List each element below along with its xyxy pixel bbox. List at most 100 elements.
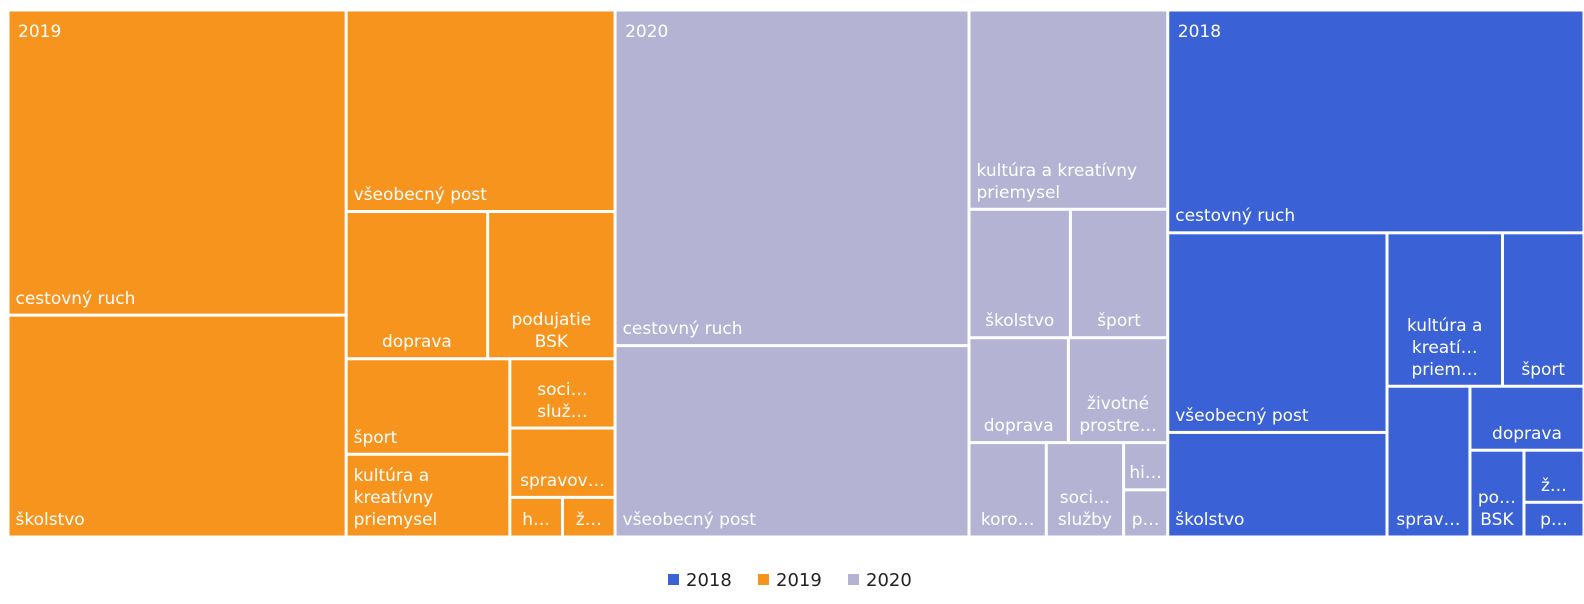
tile-label-box: kultúra a kreatívny priemysel	[976, 160, 1138, 203]
tile-label-box: po… BSK	[1477, 488, 1517, 531]
group-label: 2020	[625, 22, 668, 42]
tile-label-box: doprava	[1492, 423, 1562, 444]
tile-label: soci… služby	[1057, 488, 1112, 531]
tile	[563, 498, 614, 536]
tile-label: kultúra a kreatívny priemysel	[353, 466, 438, 531]
legend-label: 2019	[776, 570, 822, 591]
group-label: 2019	[18, 22, 61, 42]
legend-label: 2020	[866, 570, 912, 591]
tile-label: podujatie BSK	[511, 310, 592, 353]
tile	[347, 455, 509, 536]
tile-label-box: h…	[522, 510, 551, 531]
tile-label: šport	[353, 427, 398, 448]
tile-label: spravov…	[520, 470, 605, 491]
tile-label-box: koro…	[980, 510, 1035, 531]
tile	[347, 11, 614, 210]
tile	[616, 11, 968, 345]
tile	[1388, 387, 1469, 536]
tile-label: po… BSK	[1477, 488, 1517, 531]
tile-label: všeobecný post	[353, 185, 487, 205]
tile-label-box: šport	[1521, 359, 1566, 380]
legend-swatch	[848, 574, 859, 585]
tile-label-box: soci… služby	[1057, 488, 1112, 531]
tile-label: cestovný ruch	[15, 288, 136, 309]
tile-label: soci… služ…	[537, 379, 588, 422]
tile-label-box: ž…	[1541, 475, 1567, 496]
legend-swatch	[758, 574, 769, 585]
tile-label-box: cestovný ruch	[1175, 206, 1296, 227]
tile-label: doprava	[1492, 423, 1562, 444]
tile-label-box: životné prostre…	[1079, 394, 1157, 437]
group-label: 2018	[1178, 22, 1221, 42]
tile-label: všeobecný post	[622, 510, 756, 531]
tile-label-box: p…	[1131, 510, 1160, 531]
tile-label: p…	[1131, 510, 1160, 531]
tile	[511, 498, 561, 536]
tile-label-box: ž…	[575, 510, 602, 531]
tile	[511, 360, 614, 427]
tile-label-box: všeobecný post	[1175, 405, 1309, 426]
tile-label: cestovný ruch	[622, 319, 743, 340]
tile-label-box: školstvo	[16, 510, 85, 530]
tile-label-box: hi…	[1129, 463, 1162, 483]
tile	[970, 210, 1069, 337]
tile	[1069, 339, 1167, 442]
tile-label: koro…	[980, 510, 1035, 531]
tile	[970, 339, 1067, 442]
tile-label-box: kultúra a kreatívny priemysel	[353, 466, 438, 531]
tile	[347, 360, 509, 453]
tile	[9, 11, 345, 314]
tile	[1125, 491, 1167, 536]
tile-label-box: šport	[353, 427, 398, 448]
tile-label-box: cestovný ruch	[622, 319, 743, 340]
tile-label-box: školstvo	[985, 311, 1055, 332]
legend-label: 2018	[686, 570, 732, 591]
tile	[1471, 451, 1523, 536]
tile-label: školstvo	[1175, 510, 1245, 531]
tile-label: h…	[522, 510, 551, 531]
legend-swatch	[668, 574, 679, 585]
tile-label-box: cestovný ruch	[15, 288, 136, 309]
tile-label-box: kultúra a kreatí… priem…	[1406, 315, 1483, 380]
tile-label: životné prostre…	[1079, 394, 1157, 437]
tile	[9, 316, 345, 536]
tile	[970, 444, 1045, 536]
tile	[1525, 503, 1583, 536]
tile	[1169, 234, 1386, 431]
tile-label: ž…	[1541, 475, 1567, 496]
tile-label: školstvo	[985, 311, 1055, 332]
tile-label: doprava	[983, 416, 1054, 437]
tile-label: kultúra a kreatívny priemysel	[976, 160, 1138, 203]
tile	[1388, 234, 1501, 385]
tile-label: ž…	[575, 510, 602, 531]
tile-label-box: všeobecný post	[622, 510, 756, 531]
tile	[970, 11, 1167, 208]
tile-label: šport	[1097, 311, 1141, 332]
tile	[1503, 234, 1583, 385]
tile	[616, 347, 968, 536]
tile	[1169, 11, 1583, 232]
tile-label-box: soci… služ…	[537, 379, 588, 422]
tile	[1525, 451, 1583, 501]
tile	[489, 213, 614, 358]
tile-label: šport	[1521, 359, 1566, 380]
tile-label: sprav…	[1396, 510, 1461, 531]
tile-label: p…	[1540, 510, 1568, 531]
tile-label-box: doprava	[983, 416, 1054, 437]
tile-label: kultúra a kreatí… priem…	[1406, 315, 1483, 380]
tile-label-box: všeobecný post	[353, 185, 487, 205]
tile	[1471, 387, 1583, 449]
tile-label: cestovný ruch	[1175, 206, 1296, 227]
tile-label: doprava	[381, 332, 452, 353]
tile	[1047, 444, 1123, 536]
tile	[1125, 444, 1167, 489]
tile-label-box: spravov…	[520, 470, 605, 491]
tile	[511, 429, 614, 496]
tile-label-box: šport	[1097, 311, 1141, 332]
tile-label-box: p…	[1540, 510, 1568, 531]
tile-label-box: sprav…	[1396, 510, 1461, 531]
tile-label-box: podujatie BSK	[511, 310, 592, 353]
tile	[1071, 210, 1167, 337]
tile-label: všeobecný post	[1175, 405, 1309, 426]
